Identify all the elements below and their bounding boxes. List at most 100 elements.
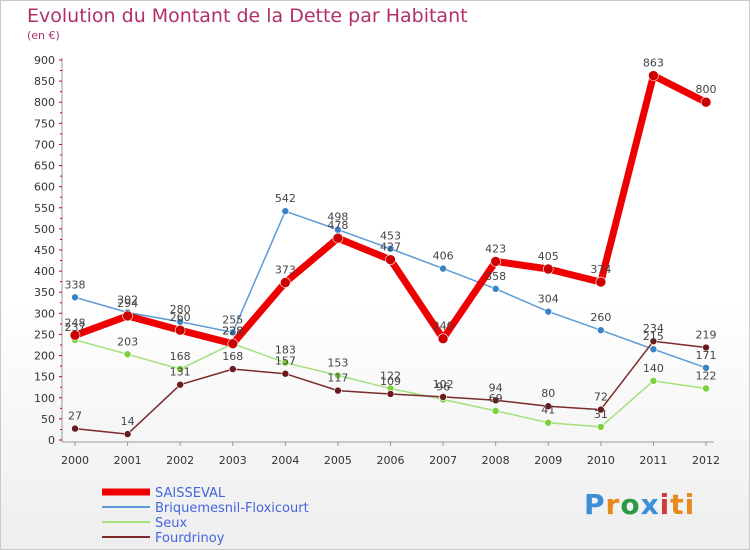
series-point-0 [490,256,501,267]
data-label: 102 [433,378,454,391]
series-point-3 [176,380,184,389]
series-point-2 [123,350,132,359]
proxiti-logo: Proxiti [584,488,696,521]
data-label: 203 [117,335,138,348]
y-tick-label: 800 [34,96,55,109]
data-label: 240 [433,320,454,333]
data-label: 168 [222,350,243,363]
series-point-0 [595,276,607,288]
data-label: 338 [65,278,86,291]
x-tick-label: 2000 [61,454,89,467]
series-point-2 [334,371,342,380]
data-label: 168 [170,350,191,363]
data-label: 153 [327,356,348,369]
data-label: 294 [117,297,138,310]
series-point-1 [544,307,553,316]
data-label: 14 [121,415,135,428]
series-point-3 [281,369,290,378]
data-label: 237 [65,321,86,334]
data-label: 542 [275,192,296,205]
data-label: 423 [485,242,506,255]
y-tick-label: 100 [34,392,55,405]
y-tick-label: 750 [34,117,55,130]
x-tick-label: 2006 [377,454,405,467]
series-point-3 [386,390,395,398]
y-tick-label: 550 [34,202,55,215]
data-label: 183 [275,344,296,357]
y-tick-label: 0 [48,434,55,447]
y-tick-label: 600 [34,181,55,194]
series-point-3 [702,343,710,352]
chart-subtitle: (en €) [27,29,60,42]
series-point-0 [648,70,659,81]
series-point-3 [491,396,500,405]
data-label: 69 [489,392,503,405]
data-label: 80 [541,387,555,400]
x-tick-label: 2010 [587,454,615,467]
data-label: 27 [68,410,82,423]
data-label: 800 [696,83,717,96]
data-label: 405 [538,250,559,263]
data-label: 72 [594,391,608,404]
series-point-2 [597,423,605,431]
data-label: 131 [170,366,191,379]
series-point-3 [544,402,553,411]
x-tick-label: 2001 [114,454,142,467]
data-label: 260 [170,311,191,324]
series-point-0 [385,254,396,266]
series-point-1 [597,326,605,335]
data-label: 122 [696,369,717,382]
data-label: 478 [327,219,348,232]
data-label: 863 [643,57,664,70]
series-point-0 [437,333,449,344]
data-label: 109 [380,375,401,388]
data-label: 453 [380,230,401,243]
y-tick-label: 200 [34,350,55,363]
chart-title: Evolution du Montant de la Dette par Hab… [27,5,468,27]
data-label: 280 [170,303,191,316]
x-tick-label: 2002 [166,454,194,467]
data-label: 255 [222,313,243,326]
data-label: 374 [590,263,611,276]
series-point-0 [700,96,712,108]
data-label: 260 [590,311,611,324]
data-label: 373 [275,264,296,277]
series-point-1 [386,244,395,253]
series-point-3 [334,386,342,395]
series-point-2 [649,377,658,385]
y-tick-label: 450 [34,244,55,257]
data-label: 171 [696,349,717,362]
y-tick-label: 150 [34,371,55,384]
legend-label-2: Seux [155,516,187,531]
x-tick-label: 2008 [482,454,510,467]
series-point-0 [174,324,186,336]
series-point-1 [281,207,290,215]
data-label: 122 [380,369,401,382]
x-tick-label: 2004 [271,454,299,467]
data-label: 219 [696,329,717,342]
y-tick-label: 900 [34,54,55,67]
series-point-2 [544,418,553,427]
data-label: 140 [643,362,664,375]
x-tick-label: 2009 [534,454,562,467]
y-tick-label: 400 [34,265,55,278]
data-label: 358 [485,270,506,283]
series-point-2 [491,407,500,415]
data-label: 234 [643,322,664,335]
data-label: 302 [117,293,138,306]
x-tick-label: 2003 [219,454,247,467]
data-label: 406 [433,250,454,263]
y-tick-label: 250 [34,328,55,341]
series-point-3 [123,430,132,438]
y-tick-label: 700 [34,138,55,151]
y-tick-label: 50 [41,413,55,426]
data-label: 228 [222,325,243,338]
data-label: 157 [275,355,296,368]
series-point-0 [227,338,239,350]
legend-label-1: Briquemesnil-Floxicourt [155,501,309,516]
series-point-0 [332,232,344,244]
series-point-2 [281,358,290,367]
series-point-0 [122,310,133,322]
data-label: 96 [436,380,450,393]
